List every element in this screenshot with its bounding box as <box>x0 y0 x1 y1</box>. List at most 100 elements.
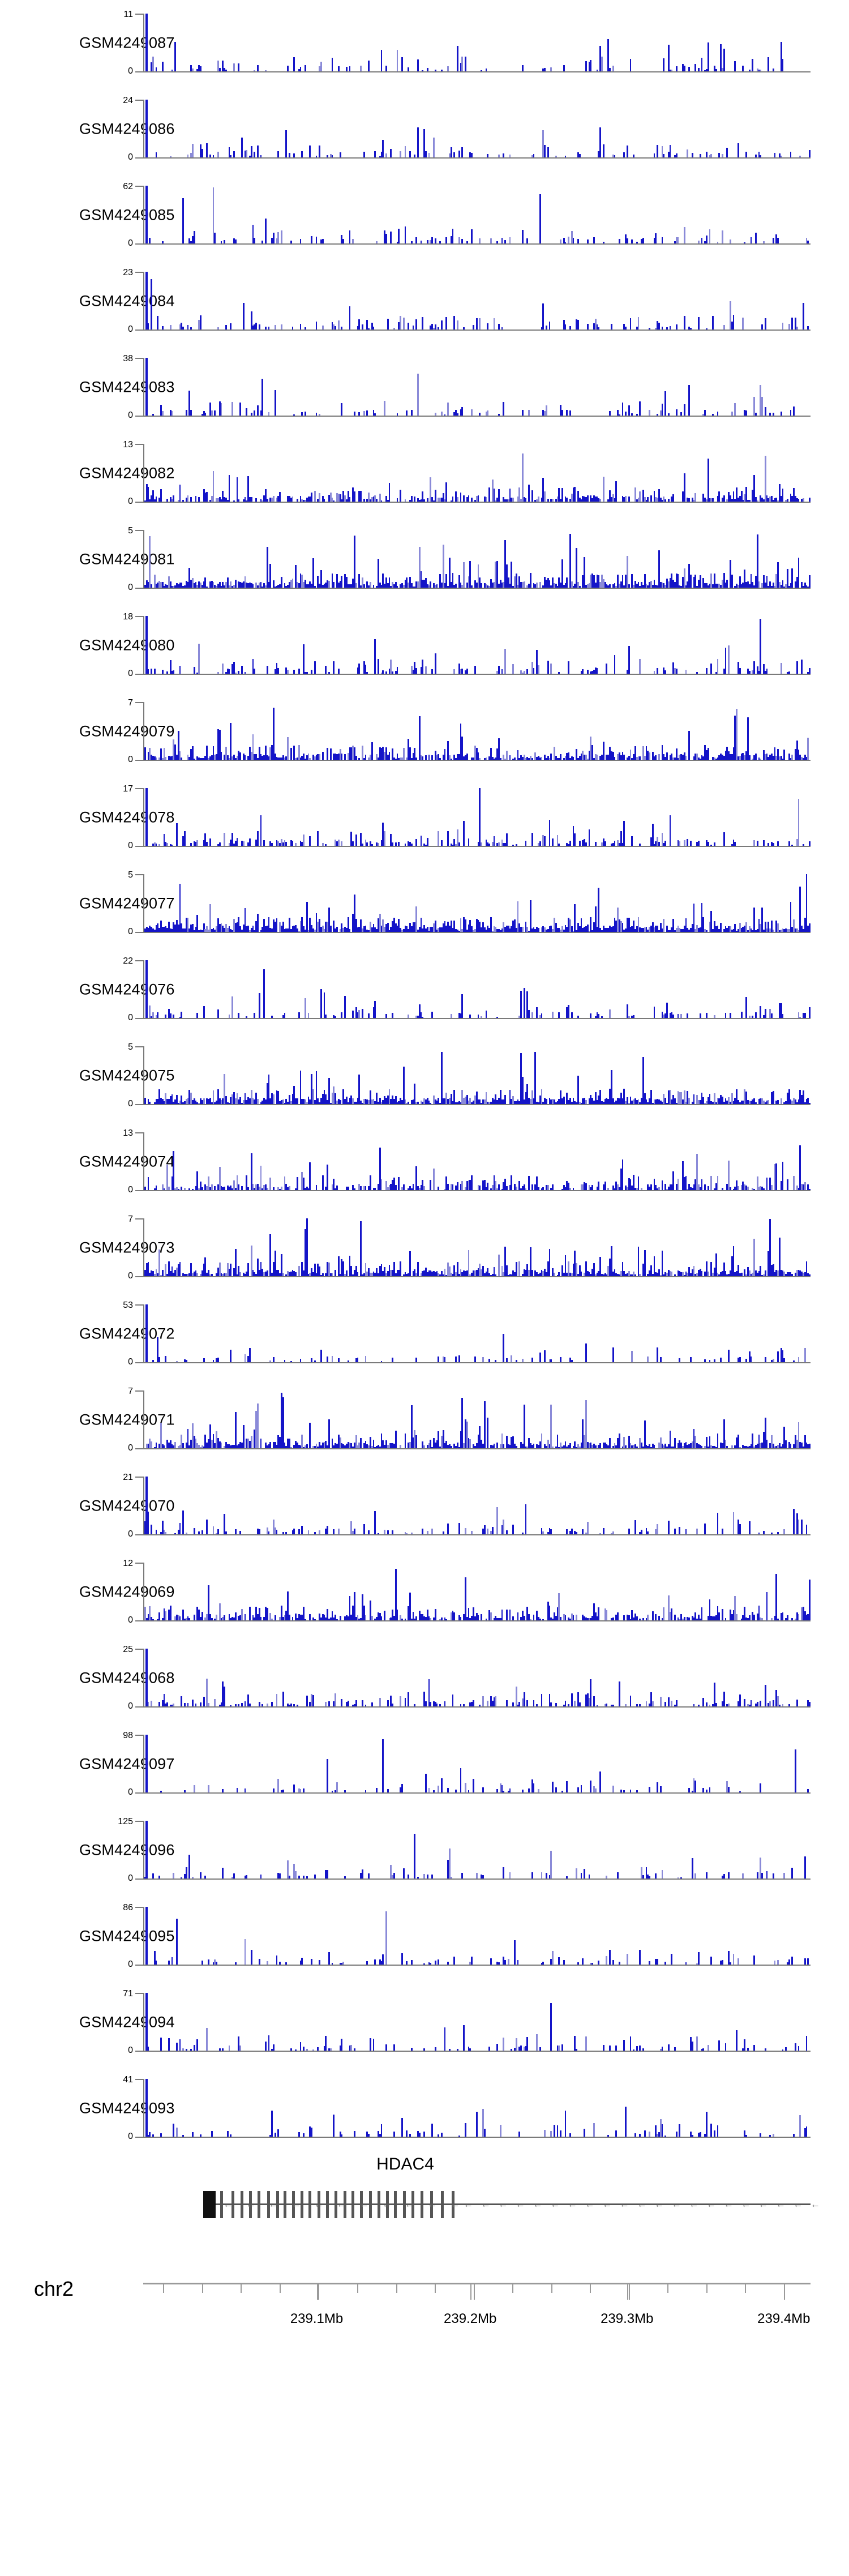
gene-exon[interactable] <box>203 2191 216 2218</box>
y-axis-tick <box>135 588 143 589</box>
track-plot-area[interactable]: 11 0 <box>123 10 811 76</box>
signal-track[interactable]: GSM4249069 12 0 <box>0 1549 849 1635</box>
track-plot-area[interactable]: 18 0 <box>123 613 811 678</box>
y-axis-min-label: 0 <box>128 238 133 248</box>
signal-track[interactable]: GSM4249087 11 0 <box>0 0 849 86</box>
signal-track[interactable]: GSM4249076 22 0 <box>0 947 849 1033</box>
signal-track[interactable]: GSM4249068 25 0 <box>0 1635 849 1721</box>
signal-track[interactable]: GSM4249093 41 0 <box>0 2065 849 2151</box>
signal-track[interactable]: GSM4249074 13 0 <box>0 1119 849 1205</box>
track-plot-area[interactable]: 38 0 <box>123 354 811 420</box>
gene-exon[interactable] <box>241 2191 244 2218</box>
gene-exon[interactable] <box>440 2191 444 2218</box>
gene-exon[interactable] <box>317 2191 320 2218</box>
gene-strand-arrow: ← <box>654 2199 664 2210</box>
track-plot-area[interactable]: 98 0 <box>123 1731 811 1797</box>
y-axis-line <box>143 444 144 503</box>
gene-exon[interactable] <box>377 2191 380 2218</box>
gene-exon[interactable] <box>351 2191 354 2218</box>
signal-track[interactable]: GSM4249077 5 0 <box>0 861 849 947</box>
gene-exon[interactable] <box>220 2191 223 2218</box>
track-plot-area[interactable]: 17 0 <box>123 785 811 850</box>
signal-track[interactable]: GSM4249096 125 0 <box>0 1807 849 1893</box>
track-plot-area[interactable]: 53 0 <box>123 1301 811 1367</box>
track-plot-area[interactable]: 23 0 <box>123 268 811 334</box>
y-axis-tick <box>135 1018 143 1019</box>
track-plot-area[interactable]: 62 0 <box>123 182 811 248</box>
gene-exon[interactable] <box>360 2191 363 2218</box>
signal-track[interactable]: GSM4249070 21 0 <box>0 1463 849 1549</box>
gene-exon[interactable] <box>267 2191 271 2218</box>
y-axis-max-label: 5 <box>128 870 133 880</box>
track-plot-area[interactable]: 125 0 <box>118 1817 811 1883</box>
y-axis-tick <box>135 1821 143 1822</box>
ruler-tick <box>241 2283 242 2293</box>
signal-track[interactable]: GSM4249094 71 0 <box>0 1979 849 2065</box>
track-plot-area[interactable]: 12 0 <box>123 1559 811 1625</box>
gene-exon[interactable] <box>326 2191 329 2218</box>
gene-exon[interactable] <box>386 2191 389 2218</box>
track-plot-area[interactable]: 13 0 <box>123 1129 811 1195</box>
gene-exon[interactable] <box>402 2191 406 2218</box>
signal-track[interactable]: GSM4249078 17 0 <box>0 774 849 861</box>
signal-track[interactable]: GSM4249085 62 0 <box>0 172 849 258</box>
gene-exon[interactable] <box>335 2191 338 2218</box>
gene-exon[interactable] <box>301 2191 304 2218</box>
track-plot-area[interactable]: 86 0 <box>123 1903 811 1969</box>
y-axis-tick <box>135 71 143 72</box>
signal-track[interactable]: GSM4249075 5 0 <box>0 1033 849 1119</box>
y-axis-tick <box>135 1218 143 1219</box>
track-plot-area[interactable]: 13 0 <box>123 440 811 506</box>
signal-track[interactable]: GSM4249097 98 0 <box>0 1721 849 1807</box>
gene-exon[interactable] <box>283 2191 286 2218</box>
signal-bars <box>144 960 811 1018</box>
signal-track[interactable]: GSM4249086 24 0 <box>0 86 849 172</box>
gene-exon[interactable] <box>276 2191 279 2218</box>
signal-track[interactable]: GSM4249072 53 0 <box>0 1291 849 1377</box>
y-axis-max-label: 11 <box>123 10 133 19</box>
track-plot-area[interactable]: 22 0 <box>123 957 811 1022</box>
gene-exon[interactable] <box>451 2191 454 2218</box>
gene-exon[interactable] <box>231 2191 234 2218</box>
signal-track[interactable]: GSM4249071 7 0 <box>0 1377 849 1463</box>
signal-track[interactable]: GSM4249081 5 0 <box>0 516 849 602</box>
signal-track[interactable]: GSM4249083 38 0 <box>0 344 849 430</box>
gene-exon[interactable] <box>343 2191 346 2218</box>
y-axis-tick <box>135 1132 143 1133</box>
track-plot-area[interactable]: 71 0 <box>123 1989 811 2055</box>
gene-exon[interactable] <box>368 2191 372 2218</box>
track-plot-area[interactable]: 25 0 <box>123 1645 811 1711</box>
signal-track[interactable]: GSM4249079 7 0 <box>0 688 849 774</box>
track-plot-area[interactable]: 21 0 <box>123 1473 811 1539</box>
ruler-tick-major <box>627 2283 628 2300</box>
signal-track[interactable]: GSM4249073 7 0 <box>0 1205 849 1291</box>
signal-track[interactable]: GSM4249080 18 0 <box>0 602 849 688</box>
signal-track[interactable]: GSM4249084 23 0 <box>0 258 849 344</box>
gene-model-track[interactable]: ← ← ← ← ← ← ← ← ← ← ← ← ← ← ← ← ← ← ← ← ← ← ← ← ← ← ← ← ← ← ← ← <box>143 2183 820 2226</box>
gene-exon[interactable] <box>291 2191 295 2218</box>
y-axis-min-label: 0 <box>128 755 133 764</box>
gene-exon[interactable] <box>249 2191 252 2218</box>
gene-exon[interactable] <box>257 2191 260 2218</box>
track-plot-area[interactable]: 41 0 <box>123 2076 811 2141</box>
y-axis-min-label: 0 <box>128 1615 133 1625</box>
y-axis-tick <box>135 674 143 675</box>
ruler-tick <box>551 2283 552 2293</box>
track-plot-area[interactable]: 24 0 <box>123 96 811 162</box>
gene-exon[interactable] <box>394 2191 397 2218</box>
signal-track[interactable]: GSM4249082 13 0 <box>0 430 849 516</box>
track-list: GSM4249087 11 0 GSM4249086 24 0 GSM4249085 62 0 G… <box>0 0 849 2151</box>
gene-exon[interactable] <box>421 2191 424 2218</box>
gene-exon[interactable] <box>430 2191 433 2218</box>
y-axis-min-label: 0 <box>128 497 133 506</box>
signal-track[interactable]: GSM4249095 86 0 <box>0 1893 849 1979</box>
gene-exon[interactable] <box>411 2191 414 2218</box>
gene-exon[interactable] <box>308 2191 312 2218</box>
